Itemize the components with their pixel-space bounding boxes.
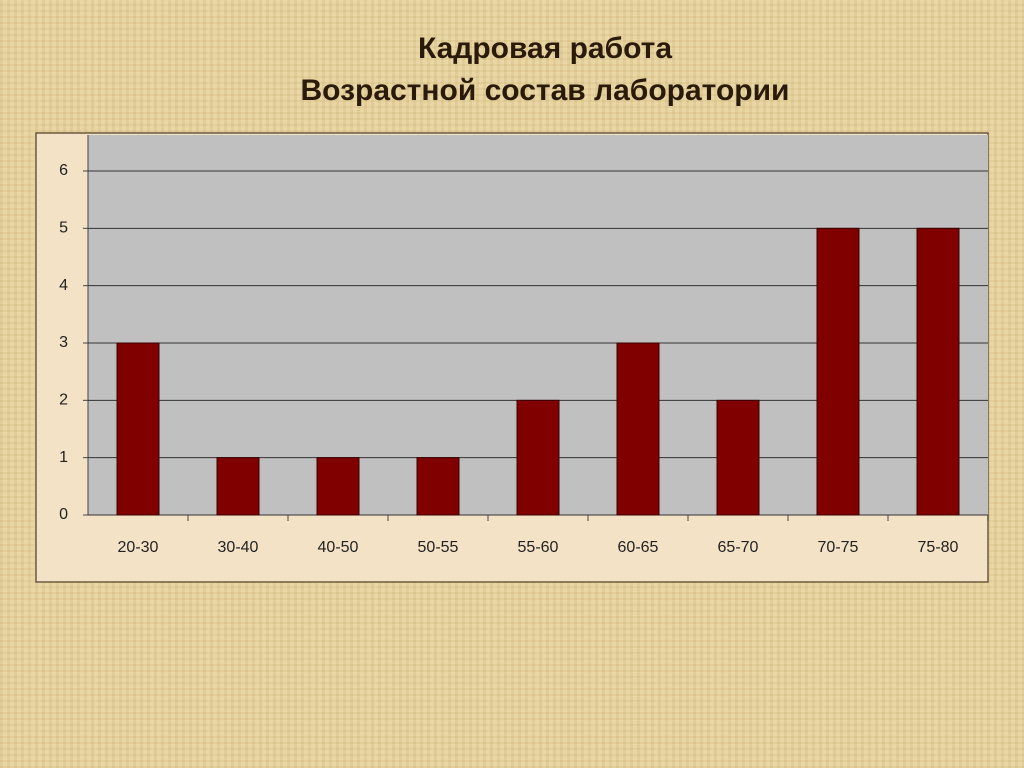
x-tick-label: 60-65 [618,539,659,556]
bar [816,227,860,516]
y-tick-label: 3 [59,334,68,351]
bar [616,342,660,516]
y-tick-label: 4 [59,277,68,294]
chart-title: Кадровая работа [418,32,672,65]
x-tick-label: 40-50 [318,539,359,556]
bar [916,227,960,516]
x-tick-label: 70-75 [818,539,859,556]
bar [316,457,360,516]
x-tick-label: 20-30 [118,539,159,556]
chart-subtitle: Возрастной состав лаборатории [300,74,789,107]
bar [516,399,560,516]
x-tick-label: 30-40 [218,539,259,556]
y-tick-label: 2 [59,392,68,409]
y-tick-label: 5 [59,220,68,237]
bar [416,457,460,516]
x-tick-label: 50-55 [418,539,459,556]
y-tick-label: 1 [59,449,68,466]
x-tick-label: 65-70 [718,539,759,556]
bar [116,342,160,516]
x-tick-label: 55-60 [518,539,559,556]
bar [216,457,260,516]
x-tick-label: 75-80 [918,539,959,556]
bar [716,399,760,516]
y-tick-label: 6 [59,162,68,179]
y-tick-label: 0 [59,506,68,523]
